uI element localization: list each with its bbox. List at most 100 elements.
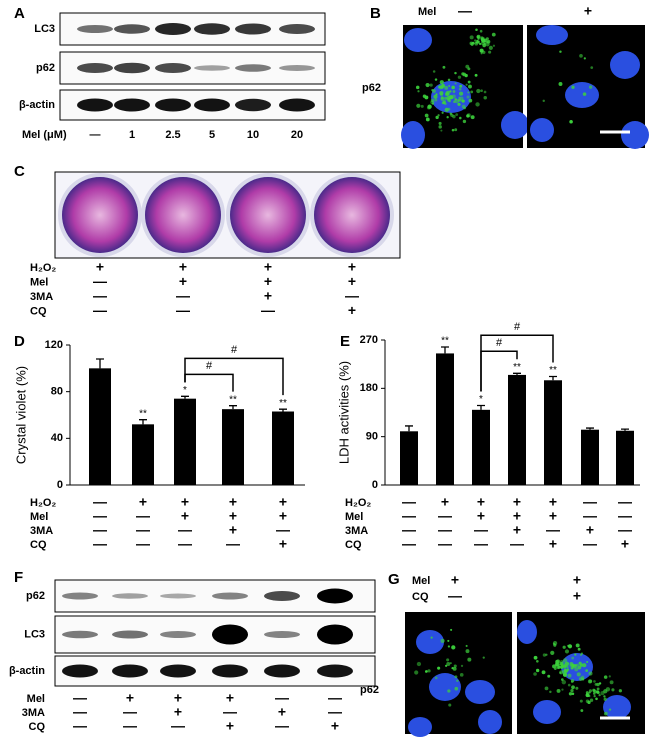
treatment-sign: + bbox=[179, 259, 187, 275]
panel-label: E bbox=[340, 333, 350, 350]
treatment-sign: + bbox=[573, 588, 581, 604]
p62-puncta bbox=[475, 102, 480, 107]
p62-puncta bbox=[445, 664, 448, 667]
p62-puncta bbox=[576, 672, 581, 677]
p62-puncta bbox=[571, 692, 575, 696]
blot-band bbox=[155, 23, 191, 35]
treatment-sign: + bbox=[586, 522, 594, 538]
p62-puncta bbox=[470, 115, 475, 120]
blot-band bbox=[155, 98, 191, 112]
p62-puncta bbox=[585, 691, 589, 695]
blot-band bbox=[160, 664, 196, 678]
blot-band bbox=[235, 23, 271, 35]
p62-puncta bbox=[483, 38, 487, 43]
p62-puncta bbox=[562, 672, 568, 677]
panel-label: A bbox=[14, 5, 25, 22]
significance: ** bbox=[139, 408, 147, 419]
p62-puncta bbox=[618, 689, 622, 693]
p62-puncta bbox=[469, 35, 474, 40]
treatment-sign: — bbox=[510, 536, 524, 552]
p62-puncta bbox=[479, 29, 483, 33]
nucleus bbox=[478, 710, 502, 734]
p62-puncta bbox=[416, 103, 421, 108]
p62-puncta bbox=[447, 645, 451, 648]
p62-puncta bbox=[556, 688, 561, 693]
nucleus bbox=[610, 51, 640, 79]
treatment-sign: + bbox=[229, 508, 237, 524]
p62-puncta bbox=[459, 91, 464, 96]
p62-puncta bbox=[431, 102, 435, 105]
p62-puncta bbox=[462, 72, 467, 77]
treatment-sign: — bbox=[123, 718, 137, 734]
p62-puncta bbox=[420, 104, 424, 108]
p62-puncta bbox=[575, 643, 580, 648]
blot-label: p62 bbox=[36, 62, 55, 74]
p62-puncta bbox=[430, 98, 435, 103]
p62-puncta bbox=[603, 695, 606, 698]
p62-puncta bbox=[456, 679, 459, 683]
treatment-name: CQ bbox=[345, 539, 362, 551]
p62-puncta bbox=[422, 94, 427, 98]
p62-puncta bbox=[562, 658, 568, 663]
p62-puncta bbox=[478, 42, 482, 46]
p62-puncta bbox=[535, 668, 540, 673]
p62-puncta bbox=[476, 40, 480, 44]
p62-puncta bbox=[580, 675, 585, 680]
p62-puncta bbox=[474, 39, 477, 42]
p62-puncta bbox=[433, 94, 438, 99]
p62-puncta bbox=[457, 102, 461, 106]
p62-puncta bbox=[480, 52, 483, 55]
p62-puncta bbox=[598, 693, 601, 697]
treatment-sign: — bbox=[618, 508, 632, 524]
error-bar bbox=[279, 408, 287, 412]
p62-puncta bbox=[416, 661, 422, 667]
p62-puncta bbox=[451, 667, 454, 670]
bar bbox=[222, 409, 244, 485]
p62-puncta bbox=[467, 657, 472, 662]
p62-puncta bbox=[467, 80, 471, 84]
blot-band bbox=[194, 23, 230, 35]
p62-puncta bbox=[593, 680, 596, 683]
treatment-sign: — bbox=[402, 494, 416, 510]
error-bar bbox=[586, 427, 594, 430]
nucleus bbox=[404, 28, 432, 52]
treatment-sign: — bbox=[328, 690, 342, 706]
blot-band bbox=[62, 664, 98, 678]
p62-puncta bbox=[564, 649, 570, 654]
p62-puncta bbox=[415, 85, 420, 90]
blot-band bbox=[264, 664, 300, 678]
treatment-sign: + bbox=[179, 273, 187, 289]
treatment-sign: + bbox=[549, 508, 557, 524]
p62-puncta bbox=[575, 686, 579, 690]
blot-band bbox=[160, 593, 196, 599]
nucleus bbox=[408, 717, 432, 737]
y-tick-label: 0 bbox=[57, 479, 63, 491]
significance: * bbox=[183, 385, 187, 396]
p62-puncta bbox=[448, 703, 452, 707]
bar bbox=[508, 374, 526, 485]
p62-puncta bbox=[474, 73, 478, 77]
p62-puncta bbox=[482, 656, 485, 659]
bar bbox=[616, 430, 634, 485]
blot-band bbox=[212, 592, 248, 600]
p62-puncta bbox=[552, 664, 557, 669]
p62-puncta bbox=[604, 711, 608, 716]
treatment-sign: — bbox=[93, 508, 107, 524]
nucleus bbox=[533, 700, 561, 724]
p62-puncta bbox=[432, 70, 436, 73]
p62-puncta bbox=[414, 670, 419, 675]
treatment-name: Mel bbox=[30, 276, 48, 288]
p62-puncta bbox=[582, 663, 587, 668]
p62-puncta bbox=[450, 112, 453, 115]
treatment-sign: + bbox=[264, 259, 272, 275]
bracket-label: # bbox=[496, 337, 503, 349]
treatment-sign: — bbox=[93, 302, 107, 318]
treatment-sign: + bbox=[348, 273, 356, 289]
treatment-sign: — bbox=[345, 288, 359, 304]
p62-puncta bbox=[476, 88, 481, 94]
p62-puncta bbox=[596, 691, 600, 695]
treatment-sign: + bbox=[181, 494, 189, 510]
p62-puncta bbox=[571, 685, 575, 690]
p62-puncta bbox=[488, 45, 493, 50]
treatment-sign: — bbox=[171, 718, 185, 734]
